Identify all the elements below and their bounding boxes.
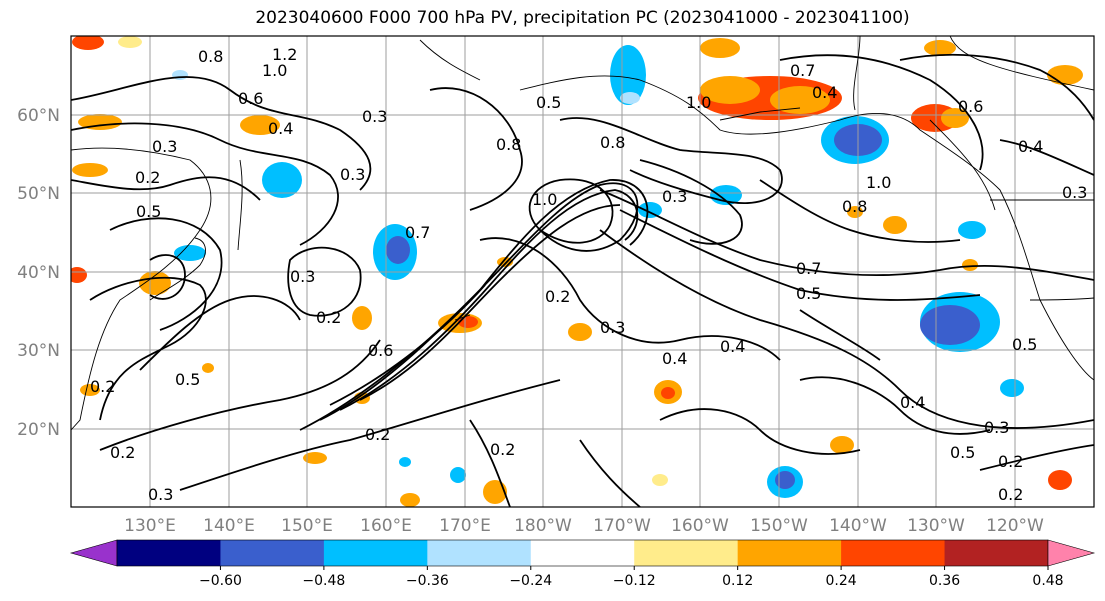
contour-label: 0.6 <box>368 341 393 360</box>
contour-label: 0.4 <box>720 337 745 356</box>
contour-label: 0.3 <box>1062 183 1087 202</box>
colorbar-cell <box>634 540 739 566</box>
contour-label: 0.2 <box>316 308 341 327</box>
map-title: 2023040600 F000 700 hPa PV, precipitatio… <box>255 8 910 28</box>
colorbar-tick-label: −0.12 <box>613 573 656 589</box>
contour-label: 0.8 <box>842 197 867 216</box>
lon-label: 180°W <box>514 516 572 536</box>
lon-label: 140°E <box>203 516 255 536</box>
contour-label: 0.7 <box>796 259 821 278</box>
colorbar-tick-label: −0.36 <box>406 573 449 589</box>
contour-label: 0.3 <box>152 137 177 156</box>
colorbar-tick-label: −0.60 <box>199 573 242 589</box>
contour-label: 0.3 <box>362 107 387 126</box>
colorbar-cell <box>220 540 325 566</box>
contour-label: 0.3 <box>600 318 625 337</box>
precip-positive-shading <box>71 36 1083 507</box>
contour-label: 1.2 <box>272 45 297 64</box>
lat-label: 20°N <box>17 420 60 440</box>
colorbar-tick-label: 0.24 <box>826 573 857 589</box>
contour-label: 0.4 <box>812 83 837 102</box>
latitude-labels: 60°N 50°N 40°N 30°N 20°N <box>17 106 60 440</box>
colorbar-cell <box>944 540 1049 566</box>
contour-label: 0.2 <box>135 168 160 187</box>
lon-label: 170°E <box>439 516 491 536</box>
contour-label: 0.6 <box>958 97 983 116</box>
contour-labels: 0.8 1.2 1.0 0.6 0.4 0.3 0.2 0.5 0.3 0.3 … <box>90 45 1087 504</box>
lon-label: 170°W <box>593 516 651 536</box>
contour-label: 0.4 <box>268 119 293 138</box>
map-frame <box>70 35 1095 508</box>
colorbar-tick-label: 0.12 <box>722 573 753 589</box>
colorbar-cell <box>427 540 532 566</box>
colorbar-tick-label: 0.36 <box>929 573 960 589</box>
colorbar-tick-label: −0.24 <box>509 573 552 589</box>
contour-label: 0.8 <box>198 47 223 66</box>
contour-label: 0.2 <box>545 287 570 306</box>
graticule <box>71 36 1094 507</box>
lon-label: 160°W <box>671 516 729 536</box>
contour-label: 1.0 <box>686 93 711 112</box>
contour-label: 1.0 <box>262 61 287 80</box>
contour-label: 0.5 <box>136 202 161 221</box>
lon-label: 130°E <box>124 516 176 536</box>
contour-label: 0.2 <box>365 425 390 444</box>
contour-label: 0.3 <box>984 418 1009 437</box>
lat-label: 60°N <box>17 106 60 126</box>
contour-label: 0.5 <box>950 443 975 462</box>
contour-label: 0.4 <box>662 349 687 368</box>
colorbar-cell <box>841 540 946 566</box>
contour-label: 0.3 <box>148 485 173 504</box>
contour-label: 0.4 <box>1018 137 1043 156</box>
contour-label: 0.6 <box>238 89 263 108</box>
contour-label: 0.5 <box>1012 335 1037 354</box>
contour-label: 0.2 <box>998 485 1023 504</box>
lon-label: 160°E <box>360 516 412 536</box>
contour-label: 0.7 <box>790 61 815 80</box>
lat-label: 50°N <box>17 184 60 204</box>
longitude-labels: 130°E 140°E 150°E 160°E 170°E 180°W 170°… <box>124 516 1044 536</box>
colorbar-cell <box>737 540 842 566</box>
lon-label: 120°W <box>986 516 1044 536</box>
contour-label: 0.2 <box>490 440 515 459</box>
contour-label: 0.4 <box>900 393 925 412</box>
contour-label: 0.5 <box>796 284 821 303</box>
contour-label: 0.3 <box>290 267 315 286</box>
contour-label: 0.5 <box>536 93 561 112</box>
contour-label: 0.2 <box>998 452 1023 471</box>
islands <box>454 107 801 321</box>
colorbar-extend-high <box>1047 539 1096 567</box>
lon-label: 150°E <box>281 516 333 536</box>
contour-label: 0.3 <box>340 165 365 184</box>
contour-label: 1.0 <box>532 190 557 209</box>
contour-label: 0.8 <box>496 135 521 154</box>
contour-label: 0.3 <box>662 187 687 206</box>
colorbar-cell <box>323 540 428 566</box>
coastlines <box>71 36 1094 431</box>
colorbar: −0.60 −0.48 −0.36 −0.24 −0.12 0.12 0.24 0.36 0.4… <box>69 539 1096 589</box>
lon-label: 140°W <box>829 516 887 536</box>
colorbar-cell <box>530 540 635 566</box>
colorbar-cell <box>117 540 221 566</box>
contour-label: 0.7 <box>405 223 430 242</box>
pv-contours <box>71 53 1094 507</box>
colorbar-extend-low <box>69 539 118 567</box>
contour-label: 0.8 <box>600 133 625 152</box>
lat-label: 30°N <box>17 341 60 361</box>
lat-label: 40°N <box>17 263 60 283</box>
contour-label: 0.5 <box>175 370 200 389</box>
contour-label: 0.2 <box>90 377 115 396</box>
lon-label: 150°W <box>750 516 808 536</box>
lon-label: 130°W <box>907 516 965 536</box>
colorbar-tick-label: −0.48 <box>302 573 345 589</box>
colorbar-tick-label: 0.48 <box>1032 573 1063 589</box>
contour-label: 0.2 <box>110 443 135 462</box>
contour-label: 1.0 <box>866 173 891 192</box>
